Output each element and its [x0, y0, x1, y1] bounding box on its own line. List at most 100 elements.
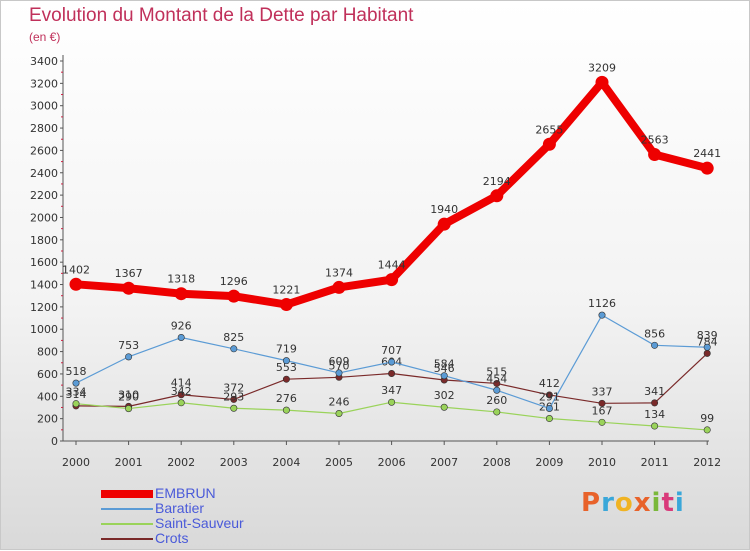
- legend-swatch-baratier: [101, 508, 153, 510]
- data-point: [388, 398, 396, 406]
- data-point: [440, 403, 448, 411]
- data-point: [545, 404, 553, 412]
- data-point: [493, 379, 501, 387]
- y-tick-label: 2600: [30, 144, 58, 157]
- legend-label-crots: Crots: [155, 530, 189, 546]
- data-point: [542, 137, 556, 151]
- data-point: [388, 369, 396, 377]
- data-point: [598, 311, 606, 319]
- data-label: 546: [434, 362, 455, 375]
- data-label: 276: [276, 392, 297, 405]
- data-label: 3209: [588, 61, 616, 74]
- legend-item-crots[interactable]: Crots: [101, 530, 361, 546]
- legend-item-baratier[interactable]: Baratier: [101, 500, 361, 516]
- data-point: [437, 217, 451, 231]
- y-tick-label: 2000: [30, 211, 58, 224]
- data-point: [440, 372, 448, 380]
- y-tick-label: 3000: [30, 100, 58, 113]
- x-tick-label: 2008: [483, 456, 511, 469]
- x-tick-label: 2003: [220, 456, 248, 469]
- data-point: [279, 298, 293, 312]
- proxiti-logo: Proxiti: [581, 488, 685, 518]
- data-label: 1221: [272, 284, 300, 297]
- data-label: 825: [223, 331, 244, 344]
- data-label: 134: [644, 408, 665, 421]
- data-label: 167: [592, 404, 613, 417]
- data-point: [651, 341, 659, 349]
- y-tick-label: 1400: [30, 279, 58, 292]
- data-label: 260: [486, 394, 507, 407]
- data-point: [177, 334, 185, 342]
- data-point: [230, 404, 238, 412]
- legend-swatch-saint-sauveur: [101, 523, 153, 525]
- data-label: 518: [66, 365, 87, 378]
- legend-item-embrun[interactable]: EMBRUN: [101, 485, 361, 501]
- legend-item-saint-sauveur[interactable]: Saint-Sauveur: [101, 515, 361, 531]
- data-label: 553: [276, 361, 297, 374]
- data-point: [595, 75, 609, 89]
- logo-letter: i: [674, 488, 685, 518]
- x-tick-label: 2005: [325, 456, 353, 469]
- data-label: 584: [434, 358, 455, 371]
- x-tick-label: 2011: [641, 456, 669, 469]
- data-label: 784: [697, 335, 718, 348]
- data-label: 1374: [325, 266, 353, 279]
- data-point: [230, 395, 238, 403]
- data-label: 342: [171, 385, 192, 398]
- data-point: [700, 161, 714, 175]
- data-label: 1367: [115, 267, 143, 280]
- data-label: 99: [700, 412, 714, 425]
- y-tick-label: 3400: [30, 55, 58, 68]
- data-point: [177, 399, 185, 407]
- data-label: 372: [223, 381, 244, 394]
- data-point: [651, 422, 659, 430]
- legend-swatch-embrun: [101, 490, 153, 498]
- data-label: 412: [539, 377, 560, 390]
- logo-letter: o: [614, 488, 634, 518]
- chart-title: Evolution du Montant de la Dette par Hab…: [29, 5, 414, 26]
- data-label: 570: [329, 359, 350, 372]
- y-tick-label: 400: [37, 390, 58, 403]
- data-point: [648, 148, 662, 162]
- data-label: 341: [644, 385, 665, 398]
- data-label: 719: [276, 343, 297, 356]
- data-point: [703, 426, 711, 434]
- data-point: [651, 399, 659, 407]
- chart-subtitle: (en €): [29, 30, 61, 44]
- series-line-saint-sauveur: [75, 401, 708, 431]
- y-tick-label: 800: [37, 346, 58, 359]
- data-point: [282, 357, 290, 365]
- chart-legend: EMBRUN Baratier Saint-Sauveur Crots: [101, 485, 361, 546]
- data-point: [598, 399, 606, 407]
- data-label: 515: [486, 365, 507, 378]
- data-label: 290: [118, 391, 139, 404]
- data-point: [493, 386, 501, 394]
- x-tick-label: 2009: [535, 456, 563, 469]
- data-label: 347: [381, 384, 402, 397]
- data-label: 609: [329, 355, 350, 368]
- data-label: 302: [434, 389, 455, 402]
- data-point: [227, 289, 241, 303]
- data-point: [598, 418, 606, 426]
- data-label: 707: [381, 344, 402, 357]
- y-tick-label: 1600: [30, 256, 58, 269]
- data-point: [388, 358, 396, 366]
- data-label: 334: [66, 386, 87, 399]
- data-point: [174, 287, 188, 301]
- data-label: 926: [171, 320, 192, 333]
- data-point: [282, 375, 290, 383]
- x-tick-label: 2002: [167, 456, 195, 469]
- data-label: 1126: [588, 297, 616, 310]
- data-point: [490, 189, 504, 203]
- data-point: [493, 408, 501, 416]
- y-tick-label: 1800: [30, 234, 58, 247]
- data-label: 2655: [535, 123, 563, 136]
- data-point: [545, 415, 553, 423]
- data-label: 1318: [167, 273, 195, 286]
- y-tick-label: 1000: [30, 323, 58, 336]
- x-tick-label: 2001: [115, 456, 143, 469]
- data-point: [230, 345, 238, 353]
- y-tick-label: 0: [51, 435, 58, 448]
- legend-swatch-crots: [101, 538, 153, 540]
- x-tick-label: 2010: [588, 456, 616, 469]
